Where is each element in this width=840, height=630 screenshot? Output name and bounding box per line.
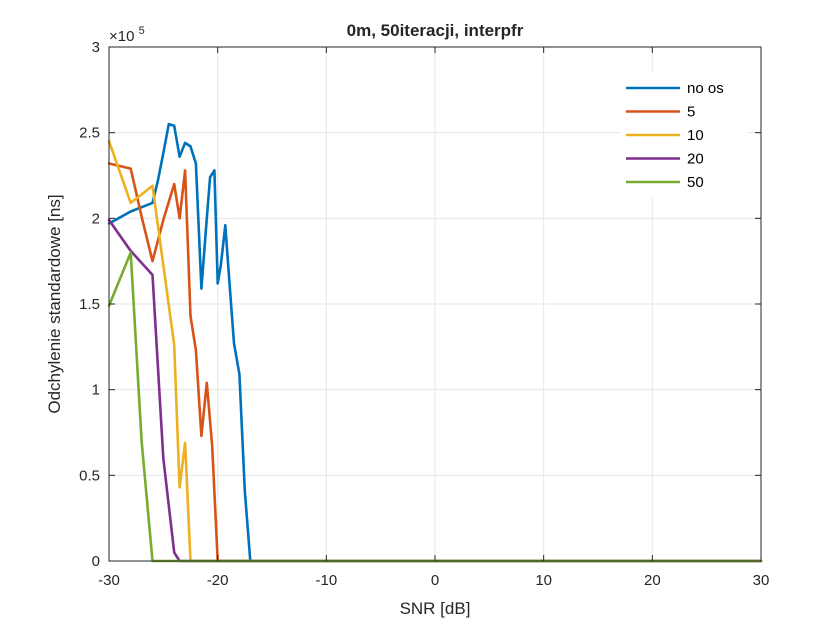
- legend-label: 20: [687, 151, 704, 168]
- y-tick-label: 3: [92, 39, 100, 56]
- chart-title: 0m, 50iteracji, interpfr: [347, 21, 524, 40]
- legend: no os 5 10 20 50: [620, 72, 748, 198]
- y-tick-label: 2: [92, 210, 100, 227]
- y-exponent-power: 5: [139, 25, 145, 37]
- x-tick-label: -20: [207, 572, 229, 589]
- legend-label: 50: [687, 174, 704, 191]
- x-tick-label: -30: [98, 572, 120, 589]
- legend-label: 10: [687, 127, 704, 144]
- y-tick-label: 1: [92, 382, 100, 399]
- x-tick-label: 30: [753, 572, 770, 589]
- y-axis-label: Odchylenie standardowe [ns]: [45, 194, 64, 413]
- y-tick-label: 2.5: [79, 125, 100, 142]
- legend-label: 5: [687, 104, 695, 121]
- x-tick-label: 0: [431, 572, 439, 589]
- x-tick-label: -10: [315, 572, 337, 589]
- y-tick-label: 0.5: [79, 467, 100, 484]
- y-tick-label: 0: [92, 553, 100, 570]
- x-tick-label: 10: [535, 572, 552, 589]
- x-axis-label: SNR [dB]: [400, 599, 471, 618]
- y-exponent-base: ×10: [109, 28, 134, 45]
- x-tick-label: 20: [644, 572, 661, 589]
- legend-label: no os: [687, 80, 724, 97]
- y-tick-label: 1.5: [79, 296, 100, 313]
